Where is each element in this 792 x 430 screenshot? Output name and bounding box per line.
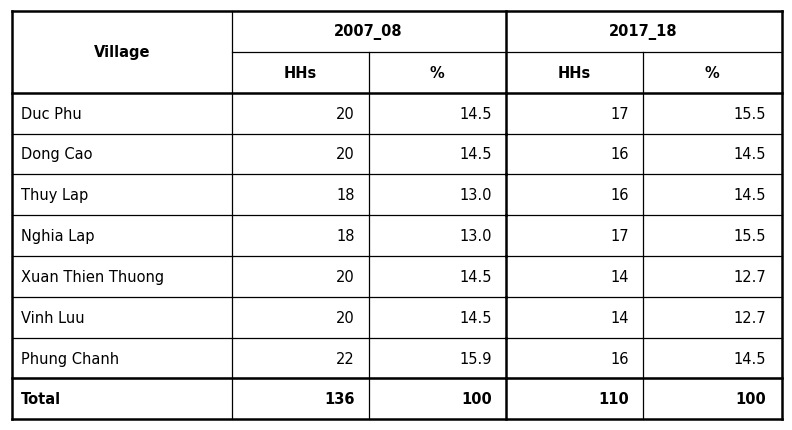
Text: 14.5: 14.5 <box>459 310 492 325</box>
Text: 15.9: 15.9 <box>459 351 492 366</box>
Text: 15.5: 15.5 <box>734 228 767 243</box>
Text: HHs: HHs <box>558 66 591 80</box>
Text: 12.7: 12.7 <box>733 310 767 325</box>
Text: 110: 110 <box>599 391 629 406</box>
Text: Phung Chanh: Phung Chanh <box>21 351 120 366</box>
Text: Thuy Lap: Thuy Lap <box>21 188 89 203</box>
Text: 14.5: 14.5 <box>734 351 767 366</box>
Text: Duc Phu: Duc Phu <box>21 106 82 121</box>
Text: 18: 18 <box>337 228 355 243</box>
Text: 20: 20 <box>336 106 355 121</box>
Text: Xuan Thien Thuong: Xuan Thien Thuong <box>21 269 164 284</box>
Text: 136: 136 <box>324 391 355 406</box>
Text: 14.5: 14.5 <box>734 147 767 162</box>
Text: 16: 16 <box>611 351 629 366</box>
Text: Vinh Luu: Vinh Luu <box>21 310 85 325</box>
Text: 100: 100 <box>461 391 492 406</box>
Text: 14.5: 14.5 <box>459 269 492 284</box>
Text: 14: 14 <box>611 310 629 325</box>
Text: 14.5: 14.5 <box>734 188 767 203</box>
Text: Village: Village <box>93 45 150 60</box>
Text: 100: 100 <box>736 391 767 406</box>
Text: 12.7: 12.7 <box>733 269 767 284</box>
Text: 17: 17 <box>611 228 629 243</box>
Text: %: % <box>704 66 719 80</box>
Text: 13.0: 13.0 <box>459 228 492 243</box>
Text: 14.5: 14.5 <box>459 106 492 121</box>
Text: 22: 22 <box>336 351 355 366</box>
Text: 16: 16 <box>611 188 629 203</box>
Text: 14.5: 14.5 <box>459 147 492 162</box>
Text: 16: 16 <box>611 147 629 162</box>
Text: 20: 20 <box>336 147 355 162</box>
Text: Nghia Lap: Nghia Lap <box>21 228 94 243</box>
Text: 2007_08: 2007_08 <box>334 25 403 40</box>
Text: 20: 20 <box>336 310 355 325</box>
Text: %: % <box>430 66 444 80</box>
Text: 17: 17 <box>611 106 629 121</box>
Text: 13.0: 13.0 <box>459 188 492 203</box>
Text: 14: 14 <box>611 269 629 284</box>
Text: 18: 18 <box>337 188 355 203</box>
Text: 15.5: 15.5 <box>734 106 767 121</box>
Text: Total: Total <box>21 391 61 406</box>
Text: Dong Cao: Dong Cao <box>21 147 93 162</box>
Text: HHs: HHs <box>284 66 317 80</box>
Text: 20: 20 <box>336 269 355 284</box>
Text: 2017_18: 2017_18 <box>609 25 677 40</box>
